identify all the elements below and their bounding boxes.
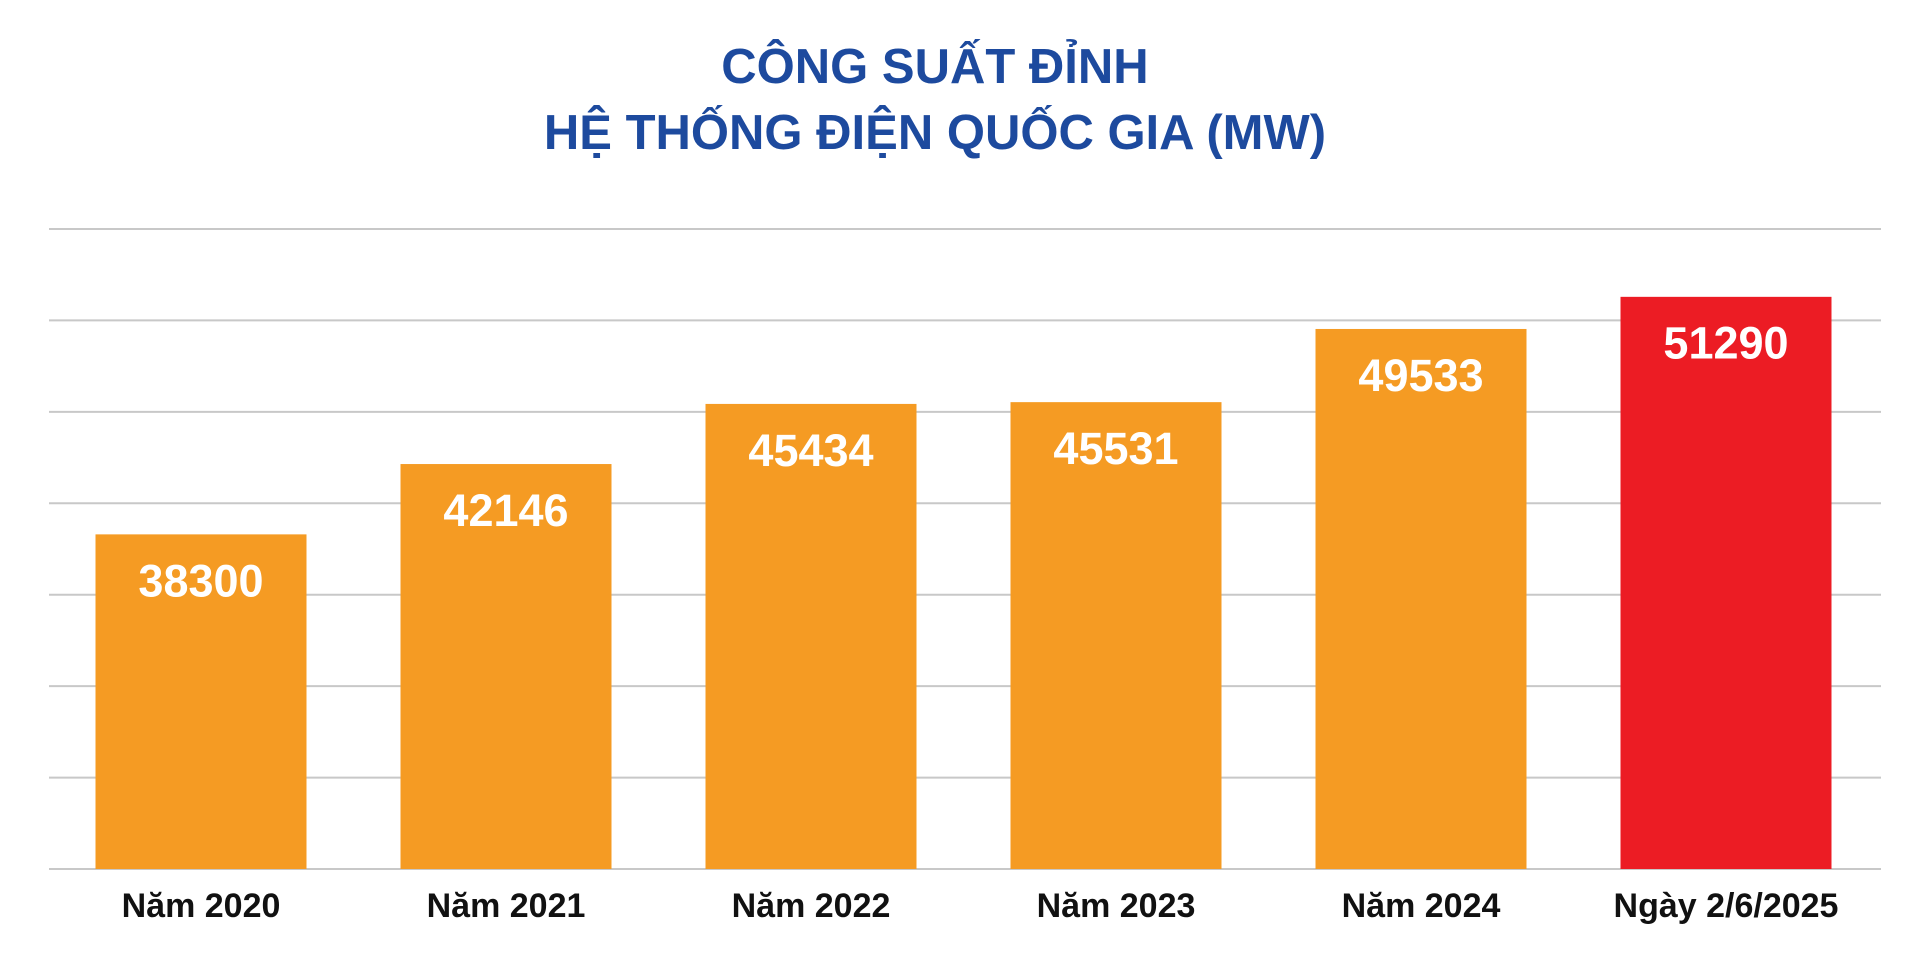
bar [95,534,307,869]
chart-title: HỆ THỐNG ĐIỆN QUỐC GIA (MW) [544,105,1326,160]
value-label: 42146 [443,485,568,536]
value-label: 49533 [1358,350,1483,401]
chart-title: CÔNG SUẤT ĐỈNH [721,39,1148,94]
bar [705,403,917,869]
bar [1620,296,1832,870]
x-tick-label: Năm 2021 [427,887,586,925]
x-tick-label: Năm 2022 [732,887,891,925]
bar [400,464,612,869]
x-tick-label: Năm 2024 [1342,887,1501,925]
bar [1010,402,1222,869]
value-label: 51290 [1663,318,1788,369]
x-tick-label: Ngày 2/6/2025 [1614,887,1839,925]
value-label: 38300 [138,555,263,606]
bar [1315,328,1527,869]
x-tick-label: Năm 2023 [1037,887,1196,925]
value-label: 45434 [748,425,873,476]
x-tick-label: Năm 2020 [122,887,281,925]
value-label: 45531 [1053,423,1178,474]
